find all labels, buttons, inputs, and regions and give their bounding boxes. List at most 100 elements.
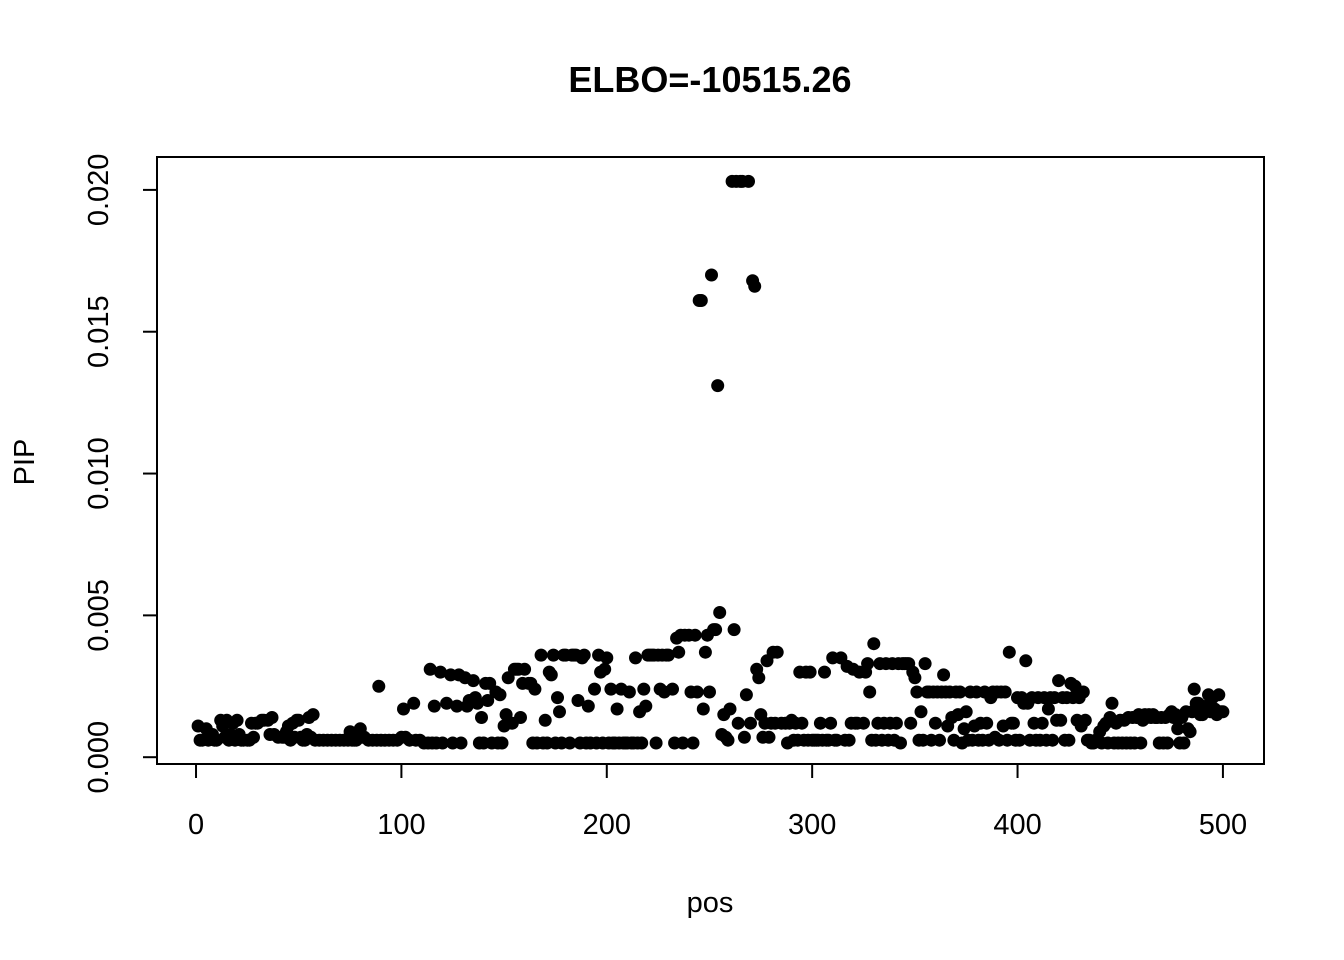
data-point (1105, 696, 1119, 710)
data-point (672, 645, 686, 659)
data-point (1216, 705, 1230, 719)
data-point (598, 662, 612, 676)
data-point (495, 736, 509, 750)
data-point (904, 716, 918, 730)
data-point (813, 716, 827, 730)
data-point (553, 705, 566, 719)
data-point (661, 648, 675, 662)
x-tick-label: 100 (377, 809, 425, 841)
data-point (861, 657, 875, 671)
data-point (713, 606, 727, 619)
data-point (1076, 685, 1090, 699)
data-point (980, 716, 994, 730)
data-point (1054, 713, 1068, 727)
data-point (577, 648, 591, 662)
data-point (1052, 674, 1066, 688)
data-point (450, 699, 464, 713)
data-point (1035, 716, 1049, 730)
data-point (637, 682, 651, 696)
data-point (731, 716, 745, 730)
data-point (544, 668, 558, 682)
points-layer (191, 174, 1230, 750)
x-tick-label: 300 (788, 809, 836, 841)
data-point (688, 628, 702, 642)
data-point (744, 716, 757, 730)
data-point (752, 671, 766, 685)
data-point (748, 279, 762, 293)
data-point (551, 691, 564, 705)
data-point (423, 662, 437, 676)
x-tick-label: 400 (993, 809, 1041, 841)
data-point (703, 685, 716, 699)
data-point (1006, 716, 1020, 730)
data-point (1078, 713, 1092, 727)
data-point (639, 699, 653, 713)
data-point (818, 665, 831, 679)
data-point (918, 657, 932, 671)
data-point (292, 713, 306, 727)
y-tick-label: 0.010 (83, 437, 115, 510)
data-point (1041, 702, 1055, 716)
x-axis: 0 100 200 300 400 500 (188, 763, 1247, 841)
data-point (857, 716, 870, 730)
y-tick-label: 0.015 (83, 295, 115, 368)
data-point (957, 722, 971, 736)
data-point (694, 294, 708, 307)
data-point (910, 685, 924, 699)
data-point (690, 685, 704, 699)
data-point (534, 648, 548, 662)
y-tick-label: 0.000 (83, 721, 115, 794)
data-point (1046, 733, 1059, 747)
data-point (914, 705, 928, 719)
data-point (230, 713, 244, 727)
data-point (563, 736, 577, 750)
data-point (727, 623, 741, 637)
data-point (493, 688, 507, 702)
data-point (863, 685, 877, 699)
data-point (894, 736, 907, 750)
data-point (1212, 688, 1226, 702)
chart-title: ELBO=-10515.26 (568, 59, 851, 100)
x-axis-label: pos (687, 887, 734, 919)
data-point (247, 730, 260, 744)
data-point (959, 705, 973, 719)
data-point (1013, 733, 1027, 747)
data-point (1171, 722, 1185, 736)
data-point (686, 736, 700, 750)
data-point (705, 268, 718, 282)
y-tick-label: 0.005 (83, 579, 115, 652)
data-point (1177, 736, 1191, 750)
data-point (723, 702, 737, 716)
data-point (709, 623, 723, 637)
data-point (538, 713, 552, 727)
data-point (937, 668, 951, 682)
data-point (1019, 654, 1033, 668)
data-point (436, 736, 449, 750)
data-point (739, 688, 753, 702)
data-point (407, 696, 421, 710)
data-point (635, 736, 649, 750)
data-point (427, 699, 441, 713)
data-point (629, 651, 642, 665)
data-point (372, 679, 386, 693)
x-tick-label: 200 (583, 809, 631, 841)
data-point (604, 682, 618, 696)
data-point (737, 730, 751, 744)
data-point (803, 665, 817, 679)
data-point (721, 733, 735, 747)
data-point (600, 651, 614, 665)
x-tick-label: 500 (1199, 809, 1247, 841)
data-point (1183, 725, 1197, 739)
data-point (1134, 736, 1148, 750)
data-point (454, 736, 468, 750)
data-point (581, 699, 595, 713)
data-point (546, 648, 560, 662)
data-point (475, 711, 488, 724)
data-point (470, 696, 484, 710)
data-point (571, 694, 585, 707)
data-point (481, 694, 495, 707)
y-tick-label: 0.020 (83, 154, 115, 227)
data-point (742, 174, 755, 188)
y-axis: 0.000 0.005 0.010 0.015 0.020 (83, 154, 158, 794)
